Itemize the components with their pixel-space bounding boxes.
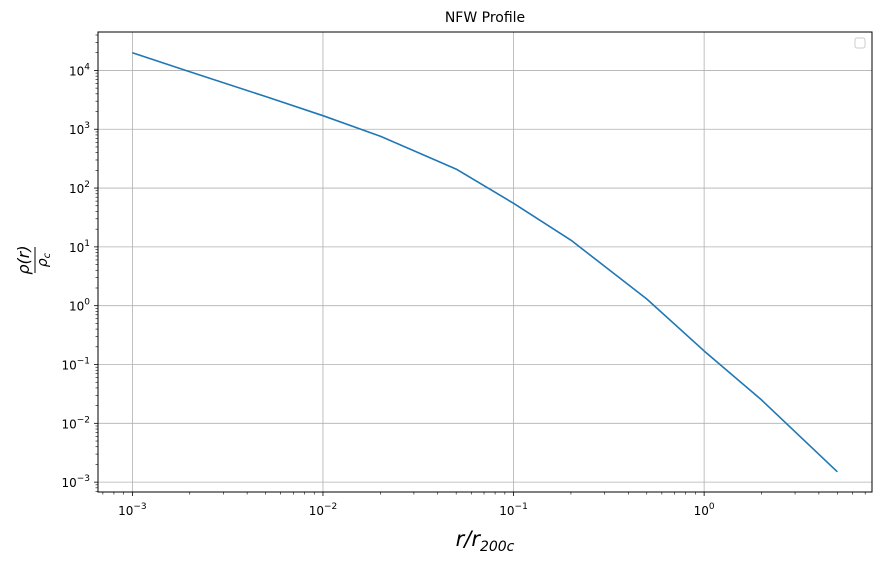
minor-ticks <box>95 34 866 495</box>
x-axis-label-main: r/r <box>456 527 482 551</box>
y-axis-label-numerator: ρ(r) <box>14 245 33 274</box>
x-tick-labels: 10−3 10−2 10−1 100 <box>118 502 715 518</box>
x-tick-label: 100 <box>694 502 715 518</box>
x-axis-label: r/r200c <box>456 527 515 555</box>
major-ticks <box>94 70 705 496</box>
svg-text:r/r200c: r/r200c <box>456 527 515 555</box>
x-tick-label: 10−1 <box>499 502 528 518</box>
series-layer <box>132 51 838 473</box>
y-tick-label: 10−3 <box>61 474 90 490</box>
grid-lines <box>98 32 872 492</box>
y-axis-label: ρ(r) ρc <box>14 245 53 274</box>
y-tick-label: 102 <box>69 180 90 196</box>
y-tick-label: 10−2 <box>61 415 90 431</box>
y-tick-label: 101 <box>69 239 90 255</box>
x-tick-label: 10−2 <box>309 502 338 518</box>
legend-box <box>854 37 866 49</box>
y-tick-label: 104 <box>69 62 90 78</box>
y-tick-labels: 10−3 10−2 10−1 100 101 102 103 104 <box>61 62 90 490</box>
chart-title: NFW Profile <box>445 10 525 26</box>
x-tick-label: 10−3 <box>118 502 147 518</box>
y-axis-label-denominator-subscript: c <box>42 252 53 258</box>
y-axis-label-denominator: ρ <box>35 258 51 267</box>
y-tick-label: 103 <box>69 121 90 137</box>
y-tick-label: 100 <box>69 298 90 314</box>
x-axis-label-subscript: 200c <box>480 539 515 555</box>
plot-area-frame <box>97 31 873 493</box>
y-tick-label: 10−1 <box>61 357 90 373</box>
svg-text:ρc: ρc <box>35 252 53 267</box>
series-line <box>132 51 838 473</box>
